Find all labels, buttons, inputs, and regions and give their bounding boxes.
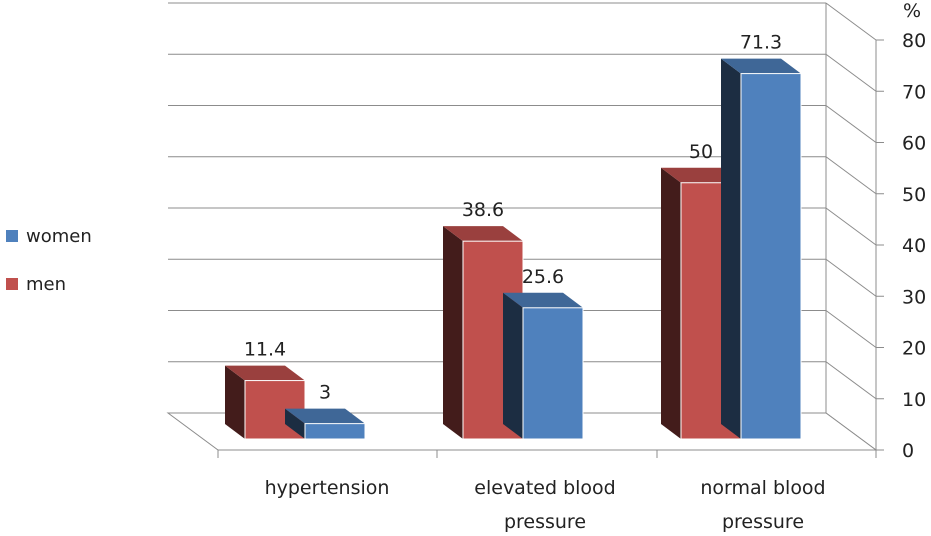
legend-item-women: women <box>6 222 92 250</box>
legend-item-men: men <box>6 270 92 298</box>
y-tick-label: 10 <box>902 389 926 411</box>
category-label: normal blood <box>700 477 825 499</box>
legend-swatch-women <box>6 230 18 242</box>
legend-label-women: women <box>26 225 92 247</box>
y-tick-label: 0 <box>902 440 914 462</box>
bar-top-women <box>285 408 365 424</box>
side-gridline <box>825 310 877 348</box>
bar-top-women <box>503 292 583 308</box>
y-tick-label: 70 <box>902 81 926 103</box>
bar-top-men <box>443 226 523 242</box>
bar-side-men <box>225 365 245 439</box>
data-label-women: 3 <box>319 382 331 404</box>
y-tick-label: 20 <box>902 338 926 360</box>
bar-women <box>304 423 366 440</box>
y-axis-unit: % <box>903 0 922 22</box>
side-gridline <box>825 156 877 195</box>
side-gridline <box>825 105 877 143</box>
category-label: elevated blood <box>474 477 615 499</box>
side-gridline <box>825 53 877 92</box>
data-label-men: 38.6 <box>462 199 504 221</box>
bar-women <box>740 73 802 440</box>
side-gridline <box>825 207 877 246</box>
data-label-men: 11.4 <box>244 339 286 361</box>
side-gridline <box>825 2 877 41</box>
side-gridline <box>825 258 877 297</box>
bar-women <box>522 307 584 440</box>
category-label: pressure <box>504 511 586 533</box>
y-tick-label: 30 <box>902 286 926 308</box>
y-tick-label: 80 <box>902 30 926 52</box>
bar-side-men <box>661 167 681 439</box>
legend-label-men: men <box>26 273 67 295</box>
legend-swatch-men <box>6 278 18 290</box>
y-tick-label: 40 <box>902 235 926 257</box>
y-tick-label: 60 <box>902 133 926 155</box>
bar-top-men <box>225 365 305 381</box>
category-label: hypertension <box>265 477 390 499</box>
y-tick-label: 50 <box>902 184 926 206</box>
data-label-women: 71.3 <box>740 32 782 54</box>
side-gridline <box>825 361 877 400</box>
category-label: pressure <box>722 511 804 533</box>
bar-side-women <box>285 408 305 439</box>
bar-side-women <box>721 58 741 440</box>
data-label-women: 25.6 <box>522 266 564 288</box>
bar-side-women <box>503 292 523 439</box>
data-label-men: 50 <box>689 141 713 163</box>
bar-side-men <box>443 226 463 439</box>
legend: women men <box>6 222 92 318</box>
bar-top-women <box>721 58 801 74</box>
